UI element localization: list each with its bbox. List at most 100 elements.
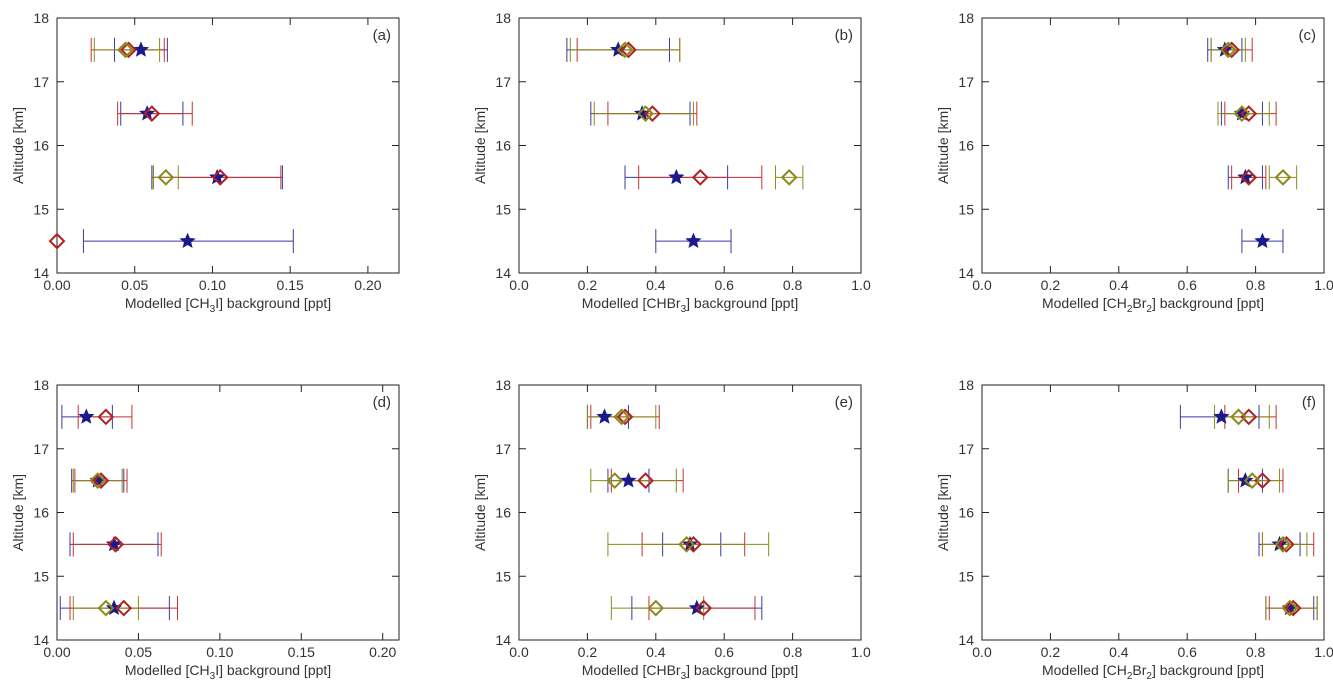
panel-label: (d) bbox=[373, 394, 391, 411]
diamond-marker bbox=[48, 232, 66, 250]
x-tick-label: 0.4 bbox=[646, 277, 666, 293]
x-tick-label: 1.0 bbox=[1314, 277, 1333, 293]
diamond-marker bbox=[157, 168, 175, 186]
y-axis-label: Altitude [km] bbox=[10, 474, 26, 551]
plot-frame bbox=[56, 384, 400, 641]
diamond-marker bbox=[647, 599, 665, 617]
x-axis-label-part: Modelled [CH bbox=[1042, 662, 1127, 678]
diamond-marker bbox=[1230, 408, 1247, 426]
diamond-marker bbox=[606, 472, 624, 490]
x-tick-label: 0.00 bbox=[43, 277, 70, 293]
y-tick-label: 14 bbox=[958, 265, 974, 281]
series-group bbox=[48, 37, 294, 254]
x-tick-label: 0.20 bbox=[369, 644, 396, 660]
x-axis-label-part: ] background [ppt] bbox=[1152, 295, 1264, 311]
y-tick-label: 15 bbox=[958, 568, 974, 584]
y-tick-label: 17 bbox=[33, 441, 49, 457]
diamond-marker bbox=[1243, 472, 1261, 490]
panel-label: (b) bbox=[835, 27, 853, 44]
x-tick-label: 0.6 bbox=[714, 277, 734, 293]
star-marker bbox=[685, 232, 702, 249]
diamond-marker bbox=[143, 105, 161, 123]
panel-label: (a) bbox=[373, 27, 391, 44]
x-axis-label-subscript: 2 bbox=[1127, 671, 1133, 682]
y-tick-label: 14 bbox=[495, 632, 511, 648]
diamond-marker bbox=[97, 599, 115, 617]
y-axis-label: Altitude [km] bbox=[10, 107, 26, 184]
diamond-marker bbox=[1274, 535, 1292, 553]
x-tick-label: 0.0 bbox=[509, 644, 529, 660]
x-tick-label: 0.2 bbox=[1041, 644, 1061, 660]
y-tick-label: 18 bbox=[33, 10, 49, 26]
diamond-marker bbox=[616, 41, 634, 59]
diamond-marker bbox=[620, 41, 637, 59]
y-tick-label: 15 bbox=[958, 201, 974, 217]
series-group bbox=[566, 37, 804, 254]
series-group bbox=[1179, 404, 1318, 621]
x-tick-label: 0.0 bbox=[509, 277, 529, 293]
diamond-marker bbox=[637, 105, 654, 123]
plot-frame bbox=[981, 17, 1325, 274]
x-axis-label-subscript: 2 bbox=[1146, 304, 1152, 315]
y-tick-label: 17 bbox=[495, 441, 511, 457]
series-group bbox=[1207, 37, 1298, 254]
y-tick-label: 18 bbox=[495, 377, 511, 393]
y-tick-label: 15 bbox=[495, 201, 511, 217]
x-axis-label-part: Br bbox=[1132, 295, 1146, 311]
diamond-marker bbox=[1281, 599, 1299, 617]
x-tick-label: 0.8 bbox=[1246, 277, 1266, 293]
y-tick-label: 17 bbox=[495, 74, 511, 90]
x-tick-label: 0.05 bbox=[121, 277, 148, 293]
x-axis-label: Modelled [CH3I] background [ppt] bbox=[125, 295, 331, 315]
y-tick-label: 17 bbox=[958, 441, 974, 457]
star-marker bbox=[179, 232, 196, 249]
x-axis-label-part: Modelled [CH bbox=[125, 662, 210, 678]
panel-label: (c) bbox=[1299, 27, 1317, 44]
x-tick-label: 0.0 bbox=[972, 277, 992, 293]
diamond-marker bbox=[780, 168, 798, 186]
x-axis-label: Modelled [CH2Br2] background [ppt] bbox=[1042, 295, 1264, 315]
y-axis-label: Altitude [km] bbox=[935, 474, 951, 551]
x-tick-label: 0.05 bbox=[125, 644, 152, 660]
y-tick-label: 16 bbox=[33, 138, 49, 154]
x-axis-label-part: Modelled [CH bbox=[1042, 295, 1127, 311]
y-tick-label: 17 bbox=[33, 74, 49, 90]
diamond-marker bbox=[211, 168, 229, 186]
diamond-marker bbox=[616, 408, 634, 426]
y-tick-label: 14 bbox=[33, 632, 49, 648]
x-tick-label: 0.0 bbox=[972, 644, 992, 660]
x-tick-label: 0.00 bbox=[43, 644, 70, 660]
y-tick-label: 16 bbox=[958, 138, 974, 154]
diamond-marker bbox=[107, 535, 125, 553]
y-axis-label: Altitude [km] bbox=[935, 107, 951, 184]
diamond-marker bbox=[116, 41, 134, 59]
diamond-marker bbox=[1219, 41, 1237, 59]
x-axis-label-part: Modelled [CH bbox=[125, 295, 210, 311]
star-marker bbox=[668, 168, 685, 185]
diamond-marker bbox=[678, 535, 695, 553]
diamond-marker bbox=[1277, 535, 1295, 553]
star-marker bbox=[620, 472, 637, 488]
y-tick-label: 16 bbox=[33, 505, 49, 521]
x-axis-label-part: I] background [ppt] bbox=[215, 662, 331, 678]
y-tick-label: 16 bbox=[495, 138, 511, 154]
x-tick-label: 0.4 bbox=[1109, 277, 1129, 293]
y-tick-label: 16 bbox=[958, 505, 974, 521]
x-tick-label: 0.8 bbox=[1246, 644, 1266, 660]
panel-label: (f) bbox=[1302, 394, 1316, 411]
y-tick-label: 15 bbox=[495, 568, 511, 584]
y-axis-label: Altitude [km] bbox=[472, 107, 488, 184]
y-tick-label: 14 bbox=[495, 265, 511, 281]
y-tick-label: 18 bbox=[958, 10, 974, 26]
y-tick-label: 18 bbox=[958, 377, 974, 393]
x-axis-label: Modelled [CH2Br2] background [ppt] bbox=[1042, 662, 1264, 682]
x-axis-label-subscript: 3 bbox=[210, 671, 216, 682]
diamond-marker bbox=[685, 535, 702, 553]
star-marker bbox=[78, 408, 95, 424]
x-tick-label: 0.10 bbox=[199, 277, 226, 293]
panel-f: 0.0 0.2 0.4 0.6 0.8 1.0 14 15 16 17 18 Modelled [CH… bbox=[935, 377, 1333, 682]
plot-frame bbox=[518, 384, 862, 641]
x-axis-label-subscript: 2 bbox=[1146, 671, 1152, 682]
star-marker bbox=[132, 41, 150, 57]
